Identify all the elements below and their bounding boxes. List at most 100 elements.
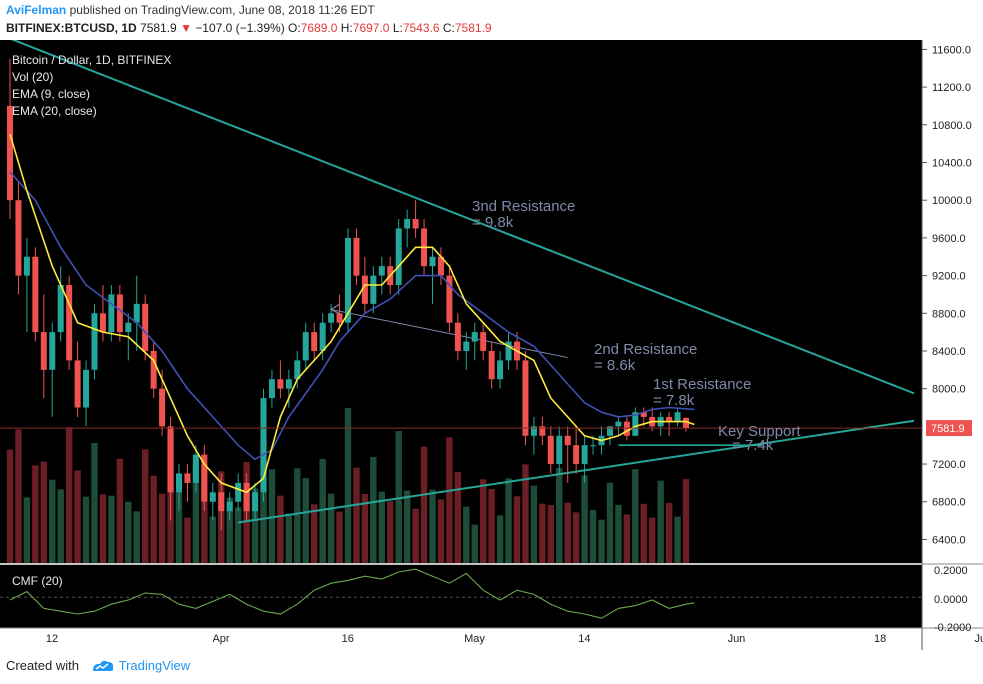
price-tick-label: 6800.0 — [932, 497, 966, 509]
legend-vol: Vol (20) — [12, 70, 53, 84]
close-value: 7581.9 — [454, 21, 492, 35]
volume-bar — [32, 465, 39, 563]
price-tick-label: 10400.0 — [932, 158, 972, 170]
chart-canvas[interactable]: Bitcoin / Dollar, 1D, BITFINEX Vol (20) … — [0, 40, 983, 650]
cmf-tick-bottom: -0.2000 — [934, 622, 971, 634]
volume-bar — [547, 505, 554, 563]
volume-bar — [116, 458, 124, 563]
low-value: 7543.6 — [402, 21, 440, 35]
volume-bar — [158, 493, 166, 563]
high-label: H: — [340, 21, 353, 35]
candle-body — [345, 237, 351, 323]
resistance3-label: 3nd Resistance — [472, 198, 575, 215]
volume-bar — [294, 468, 301, 563]
candle-body — [235, 482, 242, 502]
resistance1-label: 1st Resistance — [653, 376, 751, 393]
tradingview-logo-icon — [92, 660, 113, 671]
price-axis: 11600.0 11200.0 10800.0 10400.0 10000.0 9600.… — [922, 44, 972, 546]
volume-bar — [522, 464, 529, 563]
volume-bar — [463, 506, 470, 563]
candle-body — [192, 454, 199, 483]
resistance1-value: = 7.8k — [653, 392, 695, 409]
volume-bar — [564, 502, 571, 563]
candle-body — [218, 492, 225, 512]
volume-bar — [6, 449, 14, 563]
candle-body — [615, 421, 622, 427]
volume-bar — [471, 524, 478, 563]
price-tick-label: 9600.0 — [932, 233, 966, 245]
candle-body — [674, 412, 681, 422]
candle-body — [623, 421, 630, 436]
volume-bar — [277, 495, 284, 563]
volume-bar — [598, 519, 605, 563]
candle-body — [640, 412, 647, 417]
volume-bar — [370, 457, 377, 563]
volume-bar — [319, 459, 326, 563]
quote-header: BITFINEX:BTCUSD, 1D 7581.9 ▼ −107.0 (−1.… — [6, 21, 492, 35]
volume-bar — [40, 461, 47, 563]
candle-body — [277, 379, 284, 389]
candle-body — [133, 303, 140, 323]
candle-body — [252, 492, 259, 512]
volume-bar — [454, 472, 462, 563]
candle-body — [328, 313, 335, 323]
last-price-badge — [926, 420, 972, 437]
volume-bar — [581, 475, 588, 563]
volume-bar — [226, 497, 233, 563]
candle-body — [226, 501, 233, 512]
volume-bar — [99, 494, 107, 563]
open-label: O: — [288, 21, 301, 35]
time-axis-bg — [0, 628, 922, 650]
resistance2-label: 2nd Resistance — [594, 341, 697, 358]
candle-body — [336, 313, 343, 323]
time-tick-label: 12 — [46, 633, 58, 645]
volume-bar — [251, 488, 259, 563]
candle-body — [412, 219, 419, 229]
support-value: = 7.4k — [732, 437, 774, 454]
volume-bar — [572, 512, 580, 563]
author-link[interactable]: AviFelman — [6, 3, 67, 17]
candle-body — [201, 454, 208, 502]
candle-body — [361, 275, 368, 304]
time-tick-label: May — [464, 633, 485, 645]
volume-bar — [65, 427, 73, 563]
price-tick-label: 8400.0 — [932, 346, 966, 358]
volume-bar — [302, 478, 309, 563]
volume-bar — [175, 491, 183, 563]
volume-bar — [336, 511, 343, 563]
candle-body — [556, 435, 563, 465]
candle-body — [285, 379, 292, 389]
candle-body — [480, 332, 487, 351]
trendline — [10, 40, 915, 395]
volume-bar — [311, 504, 318, 563]
time-tick-label: 18 — [874, 633, 886, 645]
candle-body — [125, 322, 132, 333]
candle-body — [463, 341, 470, 351]
tradingview-brand-link[interactable]: TradingView — [118, 658, 191, 673]
volume-bar — [420, 446, 428, 563]
trendline — [331, 309, 568, 359]
candle-body — [268, 379, 275, 399]
volume-bar — [446, 437, 453, 563]
candle-body — [74, 360, 81, 408]
volume-bar — [589, 510, 597, 563]
volume-bar — [480, 479, 487, 563]
volume-bar — [395, 431, 402, 563]
low-label: L: — [392, 21, 403, 35]
volume-bar — [674, 516, 681, 563]
volume-bar — [623, 514, 631, 563]
candle-body — [497, 360, 504, 380]
candle-body — [83, 369, 90, 408]
candle-body — [590, 445, 597, 447]
volume-bar — [234, 507, 242, 563]
down-arrow-icon: ▼ — [180, 21, 192, 35]
price-tick-label: 7200.0 — [932, 459, 966, 471]
candle-body — [471, 332, 478, 342]
legend-ema20: EMA (20, close) — [12, 104, 97, 118]
volume-bar — [150, 475, 157, 563]
last-price-badge-text: 7581.9 — [931, 423, 965, 435]
published-text: published on TradingView.com, June 08, 2… — [69, 3, 375, 17]
candle-body — [547, 435, 554, 465]
volume-bar — [192, 464, 200, 563]
volume-bar — [403, 490, 411, 563]
